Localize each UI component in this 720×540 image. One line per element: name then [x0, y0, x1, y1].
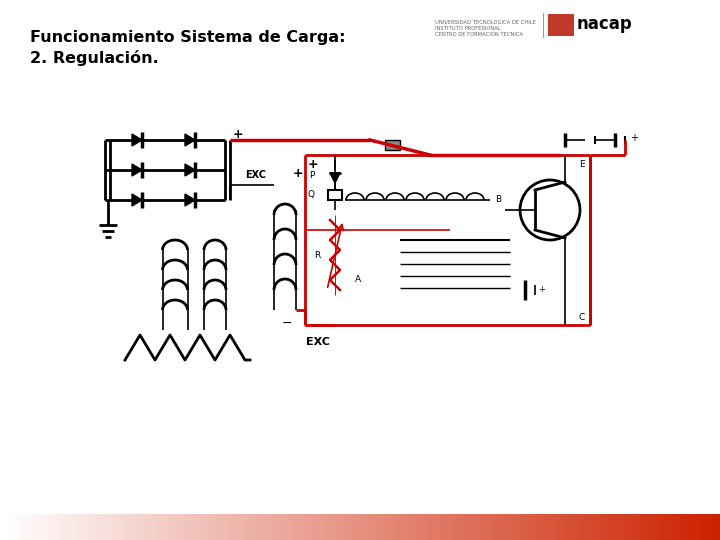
Text: +: + — [293, 167, 304, 180]
Text: R: R — [314, 251, 320, 260]
Text: E: E — [580, 160, 585, 169]
Polygon shape — [132, 194, 142, 206]
Text: +: + — [538, 286, 545, 294]
Text: +: + — [308, 158, 319, 171]
Polygon shape — [185, 134, 195, 146]
Text: 2. Regulación.: 2. Regulación. — [30, 50, 158, 66]
Text: UNIVERSIDAD TECNOLOGICA DE CHILE: UNIVERSIDAD TECNOLOGICA DE CHILE — [435, 20, 536, 25]
Polygon shape — [185, 164, 195, 176]
Polygon shape — [132, 164, 142, 176]
Text: +: + — [630, 133, 638, 143]
Text: INSTITUTO PROFESIONAL: INSTITUTO PROFESIONAL — [435, 26, 500, 31]
Text: A: A — [355, 275, 361, 285]
Bar — [548, 14, 574, 36]
Text: P: P — [310, 171, 315, 179]
Text: EXC: EXC — [245, 170, 266, 180]
Bar — [328, 190, 342, 200]
Text: nacap: nacap — [577, 15, 633, 33]
Text: B: B — [495, 195, 501, 205]
Text: −: − — [282, 317, 292, 330]
Polygon shape — [132, 134, 142, 146]
Polygon shape — [330, 173, 340, 183]
Text: CENTRO DE FORMACION TECNICA: CENTRO DE FORMACION TECNICA — [435, 32, 523, 37]
Text: Q: Q — [308, 191, 315, 199]
Text: EXC: EXC — [306, 337, 330, 347]
Text: +: + — [233, 129, 243, 141]
Text: Funcionamiento Sistema de Carga:: Funcionamiento Sistema de Carga: — [30, 30, 346, 45]
Polygon shape — [185, 194, 195, 206]
Text: C: C — [579, 313, 585, 322]
Bar — [385, 140, 400, 150]
